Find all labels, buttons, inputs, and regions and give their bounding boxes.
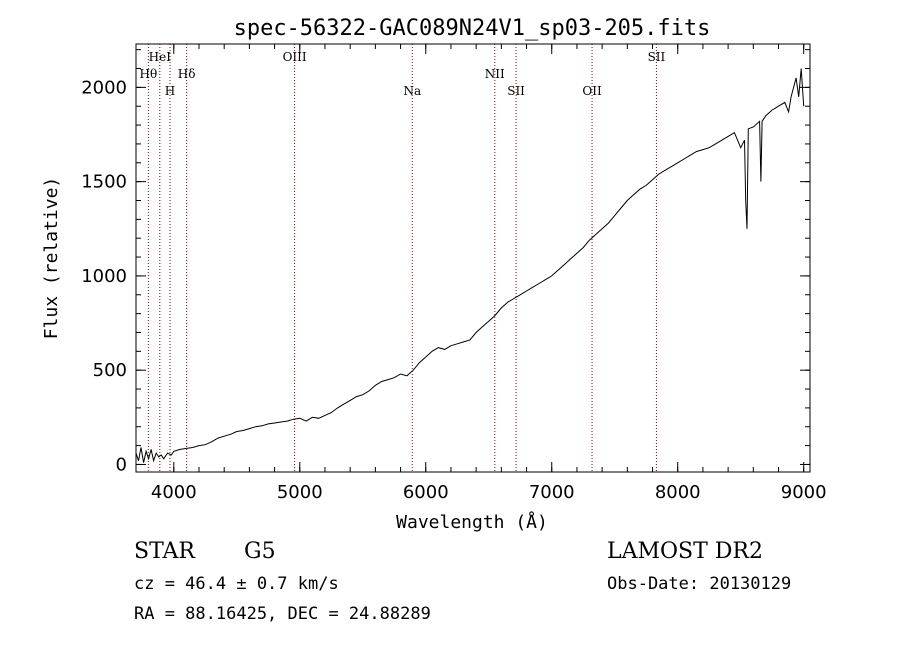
x-axis-label: Wavelength (Å) <box>396 511 548 533</box>
line-marker-label: SII <box>648 50 666 64</box>
x-tick-label: 5000 <box>277 482 323 503</box>
plot-frame <box>135 43 811 473</box>
observation-date: Obs-Date: 20130129 <box>607 574 791 594</box>
y-tick-label: 1000 <box>81 266 127 287</box>
line-marker-label: HeI <box>149 50 172 64</box>
ra-dec: RA = 88.16425, DEC = 24.88289 <box>134 604 431 624</box>
object-class: STAR <box>134 539 196 564</box>
y-axis-label: Flux (relative) <box>41 177 62 340</box>
x-tick-label: 6000 <box>403 482 449 503</box>
line-marker-label: NII <box>485 67 505 81</box>
axis-ticks: 4000 5000 6000 7000 8000 9000 0 500 1000 1500 2000 <box>81 44 827 503</box>
line-marker-label: H <box>165 84 175 98</box>
x-tick-label: 7000 <box>529 482 575 503</box>
x-tick-label: 8000 <box>655 482 701 503</box>
y-tick-label: 0 <box>116 454 127 475</box>
chart-title: spec-56322-GAC089N24V1_sp03-205.fits <box>234 16 711 41</box>
redshift-velocity: cz = 46.4 ± 0.7 km/s <box>134 574 339 594</box>
y-tick-label: 1500 <box>81 172 127 193</box>
spectrum-line <box>135 68 805 463</box>
line-marker-label: Hθ <box>139 67 157 81</box>
line-marker-label: OIII <box>283 50 307 64</box>
line-marker-label: Hδ <box>178 67 196 81</box>
line-marker-label: OII <box>582 84 602 98</box>
x-tick-label: 4000 <box>151 482 197 503</box>
x-tick-label: 9000 <box>781 482 827 503</box>
y-tick-label: 2000 <box>81 77 127 98</box>
object-subclass: G5 <box>244 539 276 564</box>
line-marker-label: Na <box>403 84 421 98</box>
y-tick-label: 500 <box>93 360 127 381</box>
data-release: LAMOST DR2 <box>607 539 763 564</box>
line-marker-label: SII <box>507 84 525 98</box>
